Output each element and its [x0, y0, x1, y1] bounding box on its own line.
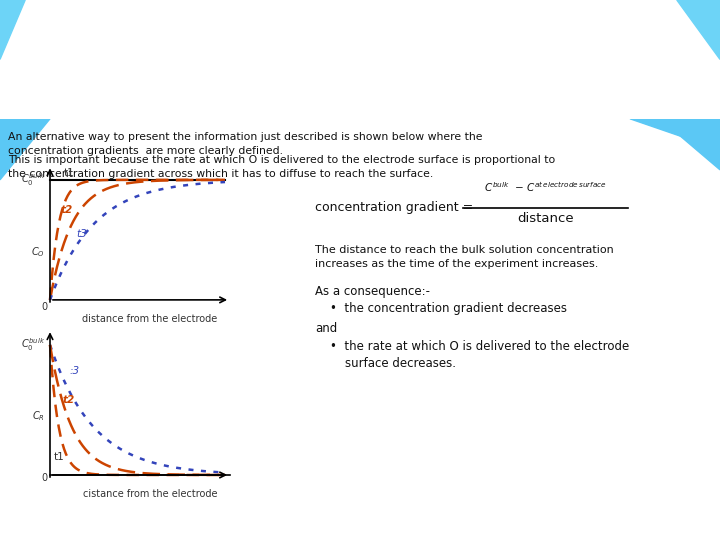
Text: $C_O$: $C_O$ — [31, 245, 45, 259]
Text: As a consequence:-: As a consequence:- — [315, 285, 430, 298]
Text: t2: t2 — [62, 395, 74, 406]
Text: •  the rate at which O is delivered to the electrode: • the rate at which O is delivered to th… — [330, 340, 629, 353]
Text: t3: t3 — [76, 230, 87, 239]
Text: Quantifying the Concentration: Quantifying the Concentration — [122, 28, 598, 56]
Text: $C_R$: $C_R$ — [32, 409, 45, 423]
Polygon shape — [630, 119, 720, 150]
Polygon shape — [677, 0, 720, 59]
Polygon shape — [0, 119, 50, 180]
Text: cistance from the electrode: cistance from the electrode — [83, 489, 217, 499]
Text: The distance to reach the bulk solution concentration
increases as the time of t: The distance to reach the bulk solution … — [315, 245, 613, 269]
Text: $C^{bulk}$  $-$ $C^{at\,electrode\,surface}$: $C^{bulk}$ $-$ $C^{at\,electrode\,surfac… — [484, 180, 607, 194]
Text: surface decreases.: surface decreases. — [345, 357, 456, 370]
Text: Gradients: Gradients — [284, 81, 436, 109]
Text: 0: 0 — [41, 302, 47, 312]
Text: 0: 0 — [41, 473, 47, 483]
Polygon shape — [670, 119, 720, 160]
Text: concentration gradient =: concentration gradient = — [315, 201, 477, 214]
Text: An alternative way to present the information just described is shown below wher: An alternative way to present the inform… — [8, 132, 482, 156]
Polygon shape — [660, 119, 720, 170]
Text: $C_0^{bulk}$: $C_0^{bulk}$ — [21, 171, 45, 188]
Text: distance: distance — [517, 212, 574, 225]
Text: t1: t1 — [64, 168, 74, 178]
Text: •  the concentration gradient decreases: • the concentration gradient decreases — [330, 302, 567, 315]
Text: and: and — [315, 322, 337, 335]
Text: t2: t2 — [60, 205, 73, 215]
Text: distance from the electrode: distance from the electrode — [82, 314, 217, 324]
Text: :3: :3 — [70, 366, 80, 375]
Text: t1: t1 — [53, 451, 64, 462]
Text: This is important because the rate at which O is delivered to the electrode surf: This is important because the rate at wh… — [8, 155, 555, 179]
Text: $C_0^{bulk}$: $C_0^{bulk}$ — [21, 336, 45, 353]
Polygon shape — [0, 0, 25, 59]
